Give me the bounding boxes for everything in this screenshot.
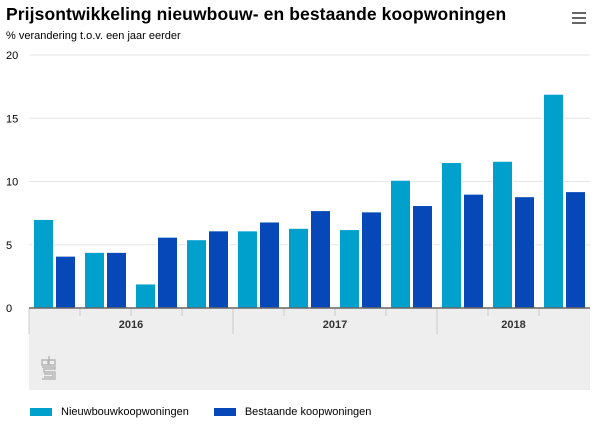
bar[interactable] [84, 251, 105, 309]
chart-subtitle: % verandering t.o.v. een jaar eerder [6, 30, 181, 42]
bar[interactable] [186, 239, 207, 309]
bar[interactable] [237, 230, 258, 309]
legend: Nieuwbouwkoopwoningen Bestaande koopwoni… [30, 406, 396, 418]
x-tick-label-year: 2018 [501, 319, 525, 331]
bar[interactable] [565, 191, 586, 309]
cbs-logo-icon [41, 356, 56, 380]
y-tick-label: 0 [6, 303, 12, 315]
bar[interactable] [157, 236, 178, 309]
bar[interactable] [33, 218, 54, 309]
bar[interactable] [412, 205, 433, 309]
legend-item-nieuwbouw[interactable]: Nieuwbouwkoopwoningen [30, 406, 189, 418]
x-tick-label-year: 2017 [323, 319, 347, 331]
hamburger-menu-icon[interactable] [572, 12, 586, 24]
bar[interactable] [361, 211, 382, 309]
bar[interactable] [441, 162, 462, 309]
bar[interactable] [55, 255, 76, 309]
x-tick-label-year: 2016 [119, 319, 143, 331]
legend-swatch [213, 408, 236, 416]
bar[interactable] [514, 196, 535, 309]
bar[interactable] [390, 179, 411, 309]
y-tick-label: 15 [6, 113, 18, 125]
legend-swatch [30, 408, 52, 416]
bar[interactable] [339, 229, 360, 309]
legend-item-bestaande[interactable]: Bestaande koopwoningen [213, 406, 372, 418]
bar[interactable] [543, 93, 564, 309]
chart-title: Prijsontwikkeling nieuwbouw- en bestaand… [6, 4, 507, 24]
legend-label: Nieuwbouwkoopwoningen [61, 406, 189, 418]
bar[interactable] [310, 210, 331, 309]
legend-label: Bestaande koopwoningen [244, 406, 372, 418]
y-tick-label: 5 [6, 240, 12, 252]
bar[interactable] [106, 251, 127, 309]
bar[interactable] [135, 283, 156, 309]
y-tick-label: 20 [6, 50, 18, 62]
x-axis-band [29, 308, 590, 390]
y-tick-label: 10 [6, 177, 18, 189]
bar[interactable] [259, 221, 280, 309]
bar[interactable] [208, 230, 229, 309]
bar[interactable] [463, 193, 484, 309]
bar[interactable] [288, 227, 309, 309]
bar[interactable] [492, 160, 513, 309]
